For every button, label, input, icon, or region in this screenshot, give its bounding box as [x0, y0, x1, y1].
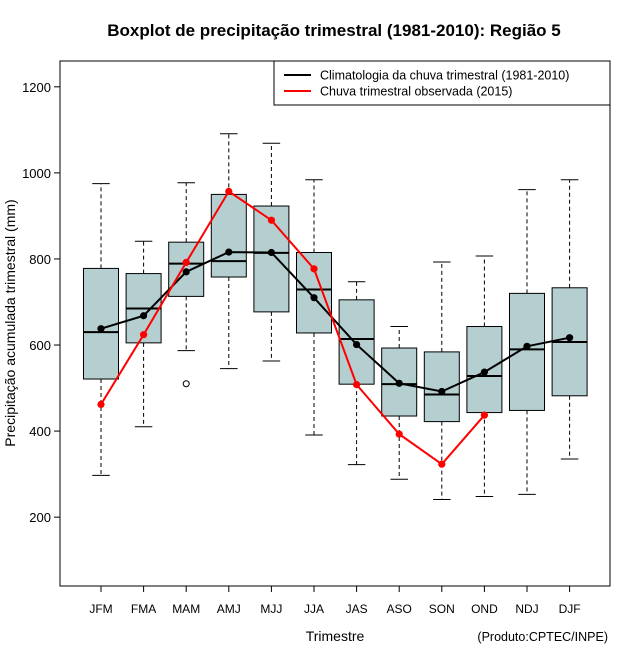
climatology-point — [182, 268, 190, 276]
x-tick-label: JAS — [346, 602, 368, 616]
climatology-point — [97, 325, 105, 333]
observed-2015-point — [225, 187, 233, 195]
x-tick-label: MAM — [172, 602, 200, 616]
y-axis: 200 400 600 800 1000 1200 — [22, 80, 60, 525]
y-axis-label: Precipitação acumulada trimestral (mm) — [2, 199, 18, 446]
y-tick-label: 1200 — [22, 80, 51, 95]
x-axis: JFM FMA MAM AMJ MJJ JJA JAS ASO SON OND NDJ DJF — [89, 586, 581, 616]
climatology-line — [100, 251, 570, 393]
series-lines-group — [97, 187, 574, 468]
credit-label: (Produto:CPTEC/INPE) — [477, 630, 608, 644]
x-tick-label: MJJ — [260, 602, 282, 616]
box-djf — [551, 179, 588, 460]
observed-2015-point — [395, 430, 403, 438]
x-tick-label: SON — [429, 602, 455, 616]
box-iqr — [83, 267, 119, 380]
observed-2015-line — [100, 189, 486, 466]
y-tick-label: 600 — [29, 338, 51, 353]
box-ndj — [509, 189, 545, 495]
observed-2015-point — [267, 216, 275, 224]
box-iqr — [509, 292, 545, 411]
observed-2015-point — [480, 411, 488, 419]
box-amj — [210, 133, 247, 370]
climatology-point — [225, 248, 233, 256]
box-jja — [296, 179, 332, 436]
legend: Climatologia da chuva trimestral (1981-2… — [273, 60, 611, 106]
x-axis-label: Trimestre — [306, 628, 365, 644]
y-tick-label: 400 — [29, 424, 51, 439]
box-iqr — [296, 251, 332, 334]
climatology-point — [140, 312, 148, 320]
box-ond — [466, 255, 503, 497]
observed-2015-point — [353, 381, 361, 389]
y-tick-label: 1000 — [22, 166, 51, 181]
y-tick-label: 200 — [29, 510, 51, 525]
x-tick-label: OND — [471, 602, 498, 616]
climatology-point — [523, 342, 531, 350]
observed-2015-point — [140, 331, 148, 339]
legend-label-0: Climatologia da chuva trimestral (1981-2… — [320, 69, 569, 83]
observed-2015-point — [438, 460, 446, 468]
box-iqr — [210, 193, 247, 278]
y-tick-label: 800 — [29, 252, 51, 267]
observed-2015-point — [182, 258, 190, 266]
x-tick-label: AMJ — [217, 602, 241, 616]
x-tick-label: DJF — [559, 602, 581, 616]
box-jas — [338, 281, 375, 466]
climatology-point — [353, 340, 361, 349]
x-tick-label: JJA — [304, 602, 324, 616]
climatology-point — [438, 387, 446, 396]
x-tick-label: FMA — [131, 602, 156, 616]
x-tick-label: ASO — [387, 602, 412, 616]
box-aso — [381, 326, 418, 480]
climatology-point — [310, 294, 318, 302]
outlier-point — [182, 380, 190, 388]
box-jfm — [83, 183, 119, 476]
climatology-point — [267, 248, 275, 257]
legend-box — [273, 60, 611, 106]
observed-2015-point — [97, 400, 105, 409]
climatology-point — [480, 368, 488, 376]
climatology-point — [566, 334, 574, 342]
x-tick-label: NDJ — [515, 602, 538, 616]
legend-label-1: Chuva trimestral observada (2015) — [320, 85, 512, 99]
x-tick-label: JFM — [89, 602, 112, 616]
chart-title: Boxplot de precipitação trimestral (1981… — [107, 21, 561, 40]
observed-2015-point — [310, 265, 318, 273]
boxes-group — [83, 133, 588, 501]
climatology-point — [395, 379, 403, 387]
